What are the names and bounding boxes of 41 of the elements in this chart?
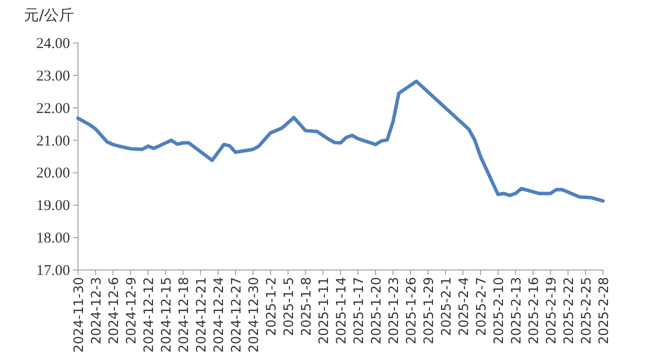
x-tick-label: 2025-2-19	[544, 277, 560, 344]
x-tick-label: 2024-11-30	[72, 277, 87, 353]
x-tick-label: 2025-2-16	[527, 277, 542, 344]
x-tick-label: 2024-12-21	[194, 277, 210, 353]
x-tick-label: 2024-12-9	[124, 277, 140, 344]
y-tick-label: 23.00	[36, 68, 70, 84]
x-tick-label: 2025-2-28	[597, 277, 612, 344]
x-tick-label: 2024-12-24	[212, 277, 227, 353]
y-tick-label: 18.00	[36, 230, 70, 247]
x-tick-label: 2024-12-15	[160, 277, 174, 353]
x-tick-label: 2024-12-12	[142, 277, 157, 353]
x-tick-label: 2025-1-2	[264, 277, 280, 336]
y-tick-label: 21.00	[36, 133, 70, 150]
x-tick-label: 2024-12-3	[90, 277, 104, 344]
x-tick-label: 2025-2-1	[440, 277, 454, 336]
x-tick-label: 2025-1-14	[334, 277, 350, 344]
x-tick-label: 2024-12-30	[247, 277, 262, 353]
x-tick-label: 2025-1-5	[282, 277, 297, 336]
x-tick-label: 2024-12-27	[230, 277, 244, 353]
x-tick-label: 2025-2-7	[474, 277, 490, 336]
x-tick-label: 2025-1-17	[352, 277, 367, 344]
x-tick-label: 2025-2-13	[510, 277, 524, 344]
y-axis-title: 元/公斤	[24, 6, 74, 24]
x-tick-label: 2025-1-23	[387, 277, 402, 344]
x-tick-label: 2024-12-6	[107, 277, 122, 344]
x-tick-label: 2025-2-22	[562, 277, 577, 344]
x-tick-label: 2025-2-4	[457, 277, 472, 336]
x-tick-label: 2025-1-20	[370, 277, 384, 344]
x-tick-label: 2025-1-8	[300, 277, 314, 336]
y-tick-label: 19.00	[36, 198, 70, 214]
x-tick-label: 2024-12-18	[177, 277, 192, 353]
x-tick-label: 2025-2-10	[492, 277, 507, 344]
line-series	[76, 80, 605, 203]
x-tick-label: 2025-1-26	[404, 277, 420, 344]
y-tick-label: 17.00	[36, 263, 70, 279]
x-tick-label: 2025-1-11	[317, 277, 332, 344]
x-tick-label: 2025-1-29	[422, 277, 437, 344]
y-tick-label: 20.00	[36, 166, 70, 182]
y-tick-label: 24.00	[36, 36, 70, 52]
y-tick-label: 22.00	[36, 100, 70, 117]
x-tick-label: 2025-2-25	[580, 277, 594, 344]
